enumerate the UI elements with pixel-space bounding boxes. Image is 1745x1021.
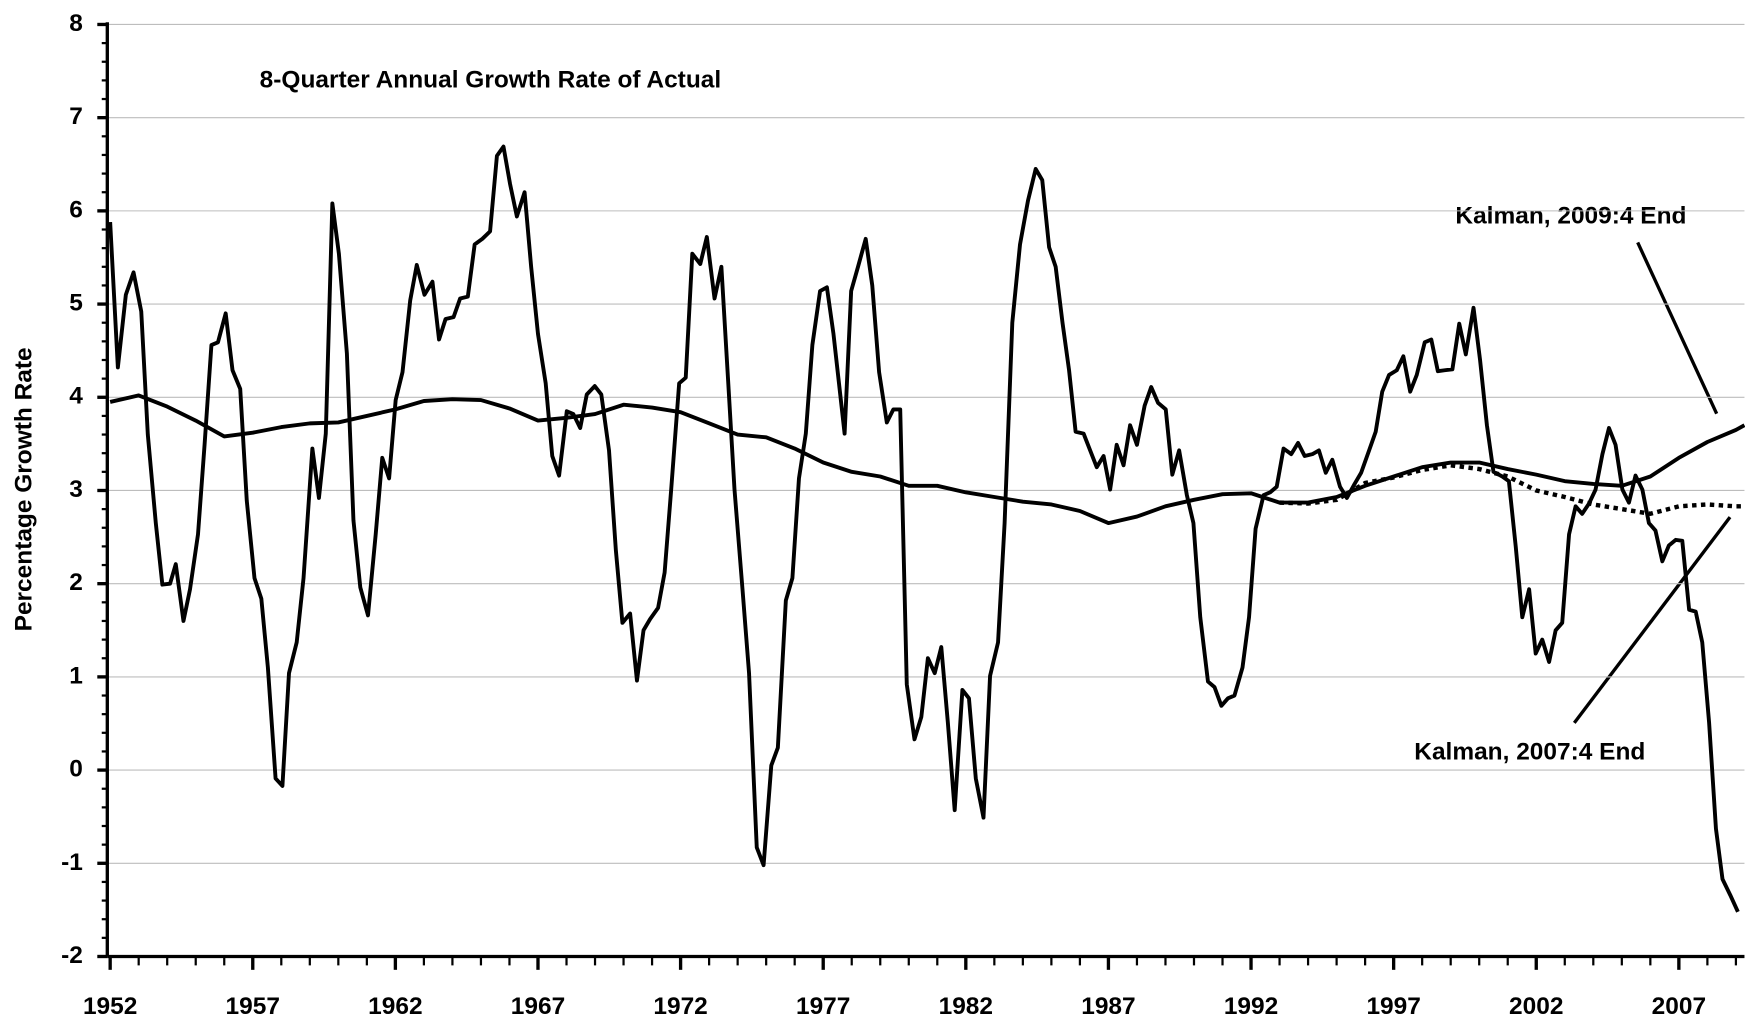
y-tick-label: 6: [69, 196, 83, 223]
y-tick-label: 8: [69, 10, 83, 37]
x-tick-label: 1987: [1081, 993, 1135, 1020]
x-tick-label: 1982: [939, 993, 993, 1020]
annotation-pointer: [1636, 241, 1719, 415]
y-tick-label: -2: [61, 942, 83, 969]
y-axis-label: Percentage Growth Rate: [10, 347, 37, 631]
series-annotation: Kalman, 2007:4 End: [1414, 738, 1645, 765]
y-tick-label: 0: [69, 756, 83, 783]
x-tick-label: 1962: [368, 993, 422, 1020]
y-tick-label: 7: [69, 103, 83, 130]
y-tick-label: 3: [69, 476, 83, 503]
x-tick-label: 1957: [226, 993, 280, 1020]
x-tick-label: 2007: [1652, 993, 1706, 1020]
annotation-pointer: [1572, 516, 1732, 724]
x-tick-label: 1967: [511, 993, 565, 1020]
series-annotation: Kalman, 2009:4 End: [1455, 202, 1686, 229]
x-tick-label: 1997: [1366, 993, 1420, 1020]
y-tick-label: 5: [69, 290, 83, 317]
series-line: [1279, 463, 1745, 517]
series-annotation: 8-Quarter Annual Growth Rate of Actual: [260, 67, 721, 94]
x-tick-label: 1972: [653, 993, 707, 1020]
x-tick-label: 1992: [1224, 993, 1278, 1020]
series-line: [108, 144, 1740, 913]
y-tick-label: 4: [69, 383, 83, 410]
y-tick-label: -1: [61, 849, 83, 876]
x-tick-label: 2002: [1509, 993, 1563, 1020]
x-tick-label: 1977: [796, 993, 850, 1020]
y-tick-label: 1: [69, 662, 83, 689]
series-line: [109, 393, 1745, 526]
x-tick-label: 1952: [83, 993, 137, 1020]
y-tick-label: 2: [69, 569, 83, 596]
